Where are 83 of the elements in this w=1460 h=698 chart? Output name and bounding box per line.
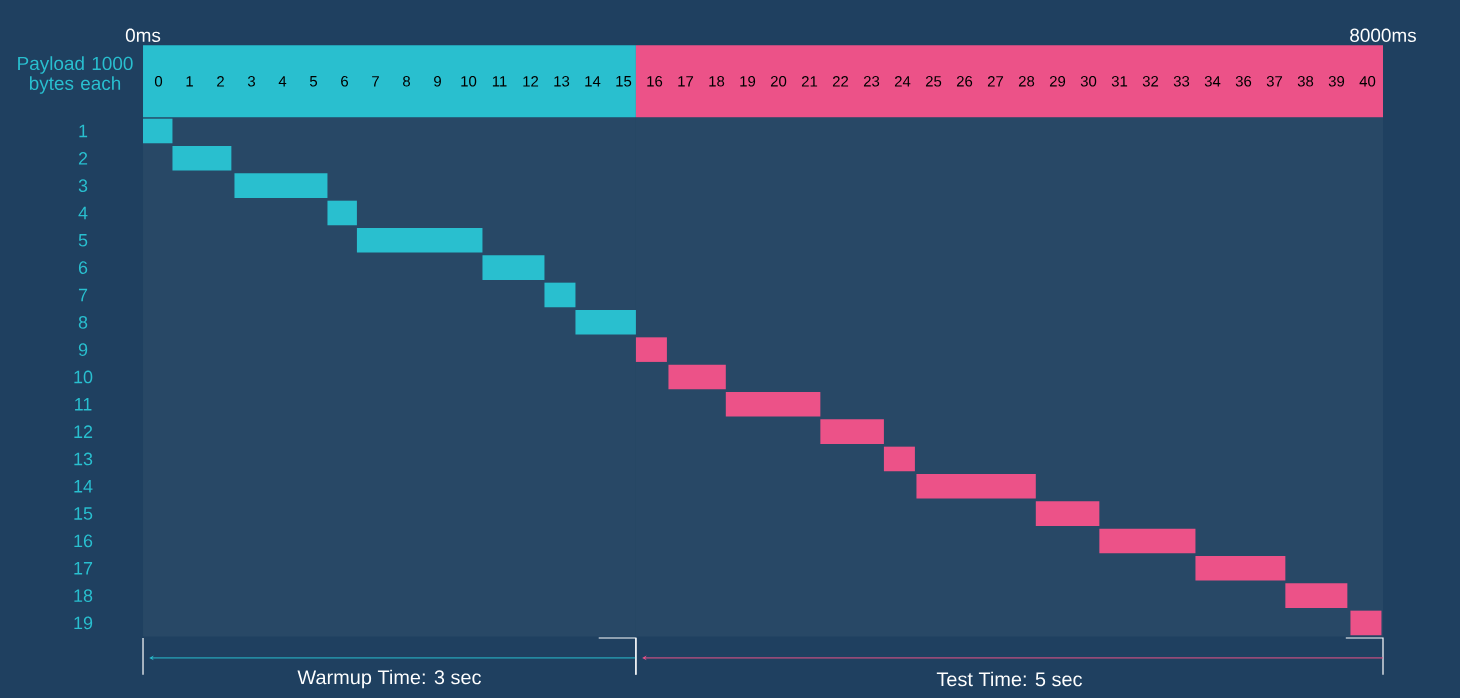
text: 20 — [770, 76, 787, 87]
bar — [1035, 501, 1100, 526]
text: 21 — [801, 76, 818, 87]
text: 22 — [832, 76, 849, 87]
text: 11 — [492, 76, 507, 87]
text: 16 — [647, 76, 663, 87]
bar — [544, 282, 576, 308]
y-tick-label: 11 — [75, 398, 92, 411]
text: 34 — [1204, 76, 1221, 87]
text: 32 — [1142, 76, 1159, 87]
text: 9 — [434, 76, 441, 87]
text: 38 — [1297, 76, 1314, 87]
text: 23 — [863, 76, 880, 87]
bar — [883, 446, 915, 472]
text: 15 — [616, 76, 632, 87]
x-tick-label: 0ms — [125, 28, 161, 43]
y-tick-label: 12 — [74, 425, 93, 438]
y-tick-label: 9 — [78, 343, 88, 356]
y-tick-label: 16 — [74, 534, 93, 548]
text: 6 — [341, 76, 349, 87]
y-tick-label: 5 — [78, 234, 88, 247]
y-tick-label: 4 — [78, 206, 88, 220]
bar — [327, 200, 357, 226]
y-tick-label: 2 — [78, 152, 88, 165]
bar — [575, 310, 636, 335]
text: 7 — [372, 76, 379, 87]
y-tick-label: 15 — [74, 507, 93, 520]
bar — [820, 419, 884, 444]
y-tick-label: 3 — [78, 179, 88, 192]
text: 30 — [1080, 76, 1097, 87]
bar — [1350, 610, 1382, 636]
band-label: Warmup Time: 3 sec — [297, 669, 481, 689]
text: 24 — [894, 76, 911, 87]
bar — [1099, 528, 1196, 554]
text: 26 — [956, 76, 973, 87]
bar — [356, 228, 483, 253]
text: 33 — [1173, 76, 1190, 87]
y-tick-label: 18 — [74, 589, 93, 602]
y-tick-label: 14 — [74, 480, 93, 493]
y-tick-label: 8 — [78, 315, 88, 329]
bar — [234, 173, 328, 198]
text: 39 — [1328, 76, 1345, 87]
text: 18 — [709, 76, 725, 87]
text: 1 — [186, 76, 193, 87]
band-label: Test Time: 5 sec — [936, 671, 1082, 687]
text: 2 — [217, 76, 224, 87]
bar — [635, 337, 667, 362]
text: 14 — [585, 76, 601, 87]
y-tick-label: 17 — [74, 562, 93, 575]
text: 27 — [987, 76, 1004, 87]
text: 40 — [1359, 76, 1376, 87]
bar — [1285, 583, 1348, 608]
bar — [172, 146, 232, 171]
text: 12 — [523, 76, 539, 87]
text: 17 — [678, 76, 694, 87]
text: 10 — [461, 76, 477, 87]
bar — [482, 255, 545, 280]
y-tick-label: 19 — [74, 616, 93, 630]
bar — [668, 364, 726, 390]
y-tick-label: 10 — [74, 370, 93, 384]
x-tick-label: 8000ms — [1350, 28, 1416, 43]
y-tick-label: 1 — [79, 124, 88, 138]
bar — [143, 118, 173, 144]
y-tick-label: 7 — [78, 288, 88, 302]
text: 4 — [278, 76, 287, 87]
text: 28 — [1018, 76, 1035, 87]
text: 25 — [925, 76, 942, 87]
text: 29 — [1049, 76, 1066, 87]
text: 13 — [554, 76, 570, 87]
y-tick-label: 6 — [78, 261, 88, 274]
y-tick-label: 13 — [74, 452, 93, 466]
text: 19 — [740, 76, 756, 87]
y-axis-title: Payload 1000 bytes each — [18, 56, 133, 94]
text: 31 — [1111, 76, 1128, 87]
text: 5 — [309, 76, 318, 87]
text: 3 — [247, 76, 256, 87]
text: 36 — [1235, 76, 1252, 87]
bar — [916, 473, 1036, 499]
text: 8 — [403, 76, 411, 87]
text: 37 — [1266, 76, 1283, 87]
bar — [1195, 555, 1286, 581]
text: 0 — [154, 76, 163, 87]
bar — [725, 391, 821, 417]
